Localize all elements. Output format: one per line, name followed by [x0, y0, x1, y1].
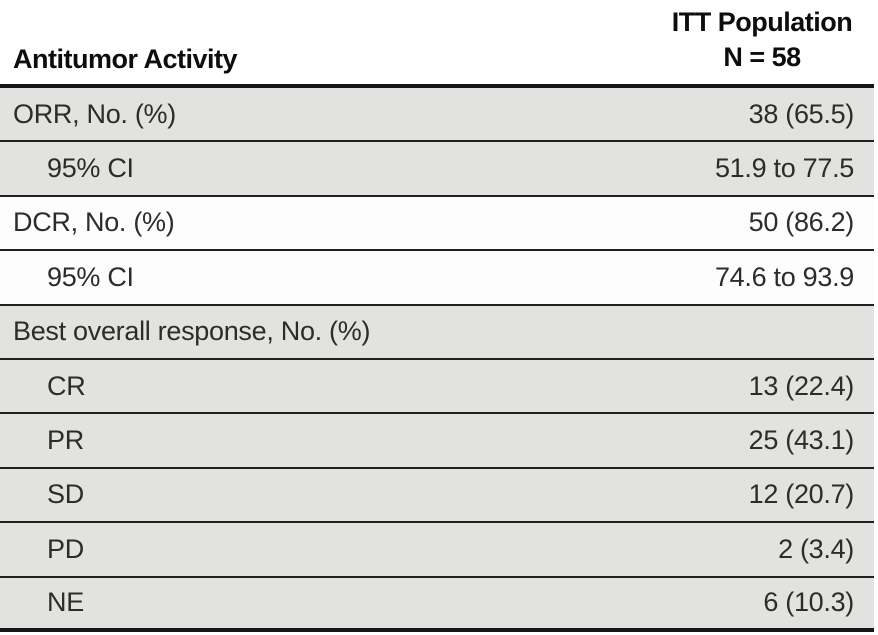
table-row-orr-ci: 95% CI 51.9 to 77.5 — [0, 142, 874, 197]
table-row-cr: CR 13 (22.4) — [0, 359, 874, 415]
row-value: 50 (86.2) — [748, 207, 855, 238]
row-value: 51.9 to 77.5 — [714, 153, 854, 184]
column-header-itt-population-line1: ITT Population — [671, 7, 853, 37]
table-row-sd: SD 12 (20.7) — [0, 468, 874, 524]
row-label: PD — [47, 533, 84, 564]
table-row-dcr: DCR, No. (%) 50 (86.2) — [0, 196, 874, 252]
row-label: 95% CI — [47, 261, 134, 292]
row-label: DCR, No. (%) — [13, 207, 175, 238]
table-row-pr: PR 25 (43.1) — [0, 414, 874, 469]
column-header-itt-population: ITT Population N = 58 — [650, 5, 874, 75]
table-row-best-overall-response: Best overall response, No. (%) — [0, 305, 874, 360]
row-value: 2 (3.4) — [778, 533, 854, 564]
table-row-dcr-ci: 95% CI 74.6 to 93.9 — [0, 251, 874, 306]
row-label: SD — [47, 479, 84, 510]
row-value: 25 (43.1) — [748, 425, 855, 456]
row-label: Best overall response, No. (%) — [13, 316, 371, 347]
row-label: 95% CI — [47, 153, 134, 184]
row-value: 74.6 to 93.9 — [714, 261, 854, 292]
table-row-ne: NE 6 (10.3) — [0, 577, 874, 632]
row-label: ORR, No. (%) — [13, 98, 176, 129]
row-value: 38 (65.5) — [748, 98, 855, 129]
column-header-antitumor-activity: Antitumor Activity — [13, 44, 238, 74]
row-label: PR — [47, 425, 84, 456]
table-row-pd: PD 2 (3.4) — [0, 523, 874, 578]
row-label: NE — [47, 587, 84, 618]
column-header-itt-population-line2: N = 58 — [723, 42, 801, 72]
table-header-row: Antitumor Activity ITT Population N = 58 — [0, 0, 874, 88]
row-label: CR — [47, 370, 86, 401]
row-value: 12 (20.7) — [748, 479, 855, 510]
row-value: 13 (22.4) — [748, 370, 855, 401]
row-value: 6 (10.3) — [763, 587, 854, 618]
table-row-orr: ORR, No. (%) 38 (65.5) — [0, 88, 874, 143]
